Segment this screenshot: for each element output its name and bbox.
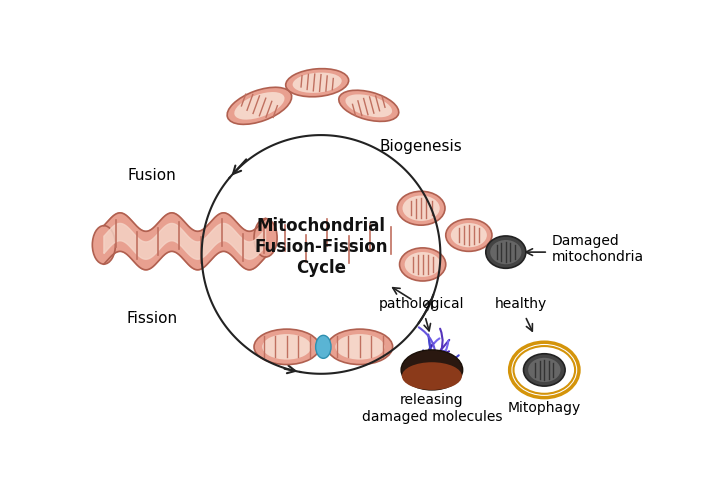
Ellipse shape [402, 196, 440, 221]
Ellipse shape [234, 92, 285, 120]
Ellipse shape [339, 90, 399, 121]
Polygon shape [104, 224, 265, 259]
Text: healthy: healthy [495, 298, 547, 312]
Ellipse shape [524, 354, 565, 386]
Text: releasing
damaged molecules: releasing damaged molecules [361, 393, 502, 424]
Ellipse shape [397, 191, 445, 225]
Text: pathological: pathological [378, 298, 464, 312]
Ellipse shape [327, 329, 393, 364]
Ellipse shape [92, 226, 115, 264]
Text: Damaged
mitochondria: Damaged mitochondria [552, 234, 644, 264]
Ellipse shape [451, 223, 487, 247]
Text: Mitophagy: Mitophagy [508, 401, 581, 415]
Ellipse shape [286, 69, 349, 97]
Ellipse shape [316, 335, 331, 358]
Ellipse shape [400, 248, 445, 281]
Ellipse shape [335, 334, 385, 360]
Text: Fission: Fission [126, 311, 177, 326]
Ellipse shape [490, 240, 522, 264]
Ellipse shape [254, 329, 320, 364]
Polygon shape [104, 213, 265, 270]
Ellipse shape [292, 73, 342, 93]
Ellipse shape [262, 334, 311, 360]
Ellipse shape [254, 219, 277, 257]
Text: Biogenesis: Biogenesis [380, 139, 462, 154]
Ellipse shape [405, 252, 441, 277]
Ellipse shape [445, 219, 492, 251]
Text: Mitochondrial
Fusion-Fission
Cycle: Mitochondrial Fusion-Fission Cycle [254, 217, 388, 276]
Ellipse shape [345, 94, 392, 117]
Ellipse shape [486, 236, 526, 268]
Ellipse shape [227, 87, 292, 124]
Ellipse shape [528, 358, 561, 382]
Ellipse shape [401, 350, 462, 390]
Ellipse shape [402, 362, 462, 390]
Text: Fusion: Fusion [127, 167, 176, 182]
